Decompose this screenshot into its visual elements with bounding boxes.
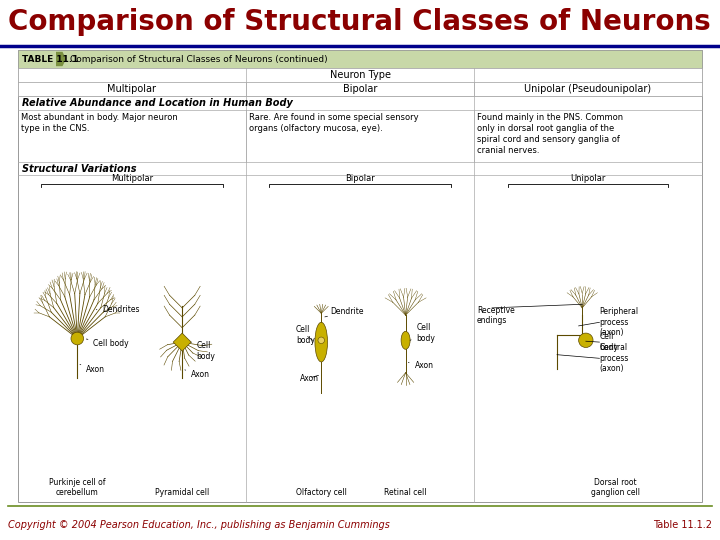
Text: Cell
body: Cell body	[192, 341, 215, 361]
Text: Retinal cell: Retinal cell	[384, 488, 427, 497]
Bar	[18, 50, 702, 68]
Text: Multipolar: Multipolar	[111, 174, 153, 183]
Text: Cell
body: Cell body	[410, 323, 436, 343]
Text: Peripheral
process
(axon): Peripheral process (axon)	[599, 307, 639, 337]
Text: Axon: Axon	[408, 361, 433, 370]
Bar	[18, 68, 702, 82]
Text: TABLE 11.1: TABLE 11.1	[22, 55, 78, 64]
Text: Comparison of Structural Classes of Neurons: Comparison of Structural Classes of Neur…	[8, 8, 711, 36]
Text: Relative Abundance and Location in Human Body: Relative Abundance and Location in Human…	[22, 98, 293, 108]
Text: Pyramidal cell: Pyramidal cell	[155, 488, 210, 497]
Text: Axon: Axon	[80, 364, 105, 374]
Bar	[18, 82, 702, 96]
Text: Copyright © 2004 Pearson Education, Inc., publishing as Benjamin Cummings: Copyright © 2004 Pearson Education, Inc.…	[8, 520, 390, 530]
Ellipse shape	[315, 322, 328, 362]
Text: Unipolar: Unipolar	[570, 174, 606, 183]
Text: Bipolar: Bipolar	[343, 84, 377, 94]
Text: Dendrite: Dendrite	[325, 307, 364, 317]
Polygon shape	[173, 333, 192, 351]
Text: Dendrites: Dendrites	[96, 305, 140, 314]
Text: Bipolar: Bipolar	[345, 174, 375, 183]
Text: Multipolar: Multipolar	[107, 84, 156, 94]
Text: Cell
body: Cell body	[296, 325, 315, 345]
Text: Cell
body: Cell body	[599, 333, 618, 352]
Polygon shape	[56, 52, 66, 66]
Text: Rare. Are found in some special sensory
organs (olfactory mucosa, eye).: Rare. Are found in some special sensory …	[249, 113, 418, 133]
Text: Unipolar (Pseudounipolar): Unipolar (Pseudounipolar)	[524, 84, 652, 94]
Text: Olfactory cell: Olfactory cell	[296, 488, 346, 497]
Circle shape	[71, 332, 84, 345]
Text: Most abundant in body. Major neuron
type in the CNS.: Most abundant in body. Major neuron type…	[21, 113, 178, 133]
Text: Found mainly in the PNS. Common
only in dorsal root ganglia of the
spiral cord a: Found mainly in the PNS. Common only in …	[477, 113, 623, 156]
Text: Axon: Axon	[300, 374, 319, 383]
Text: Dorsal root
ganglion cell: Dorsal root ganglion cell	[591, 477, 640, 497]
Text: Axon: Axon	[185, 370, 210, 379]
Text: Comparison of Structural Classes of Neurons (continued): Comparison of Structural Classes of Neur…	[70, 55, 328, 64]
Circle shape	[318, 337, 325, 343]
Text: Neuron Type: Neuron Type	[330, 70, 390, 80]
Text: Purkinje cell of
cerebellum: Purkinje cell of cerebellum	[49, 477, 106, 497]
Text: Cell body: Cell body	[86, 339, 129, 348]
Text: Table 11.1.2: Table 11.1.2	[653, 520, 712, 530]
Text: Receptive
endings: Receptive endings	[477, 306, 515, 325]
Ellipse shape	[401, 332, 410, 349]
Bar	[18, 50, 702, 502]
Text: Structural Variations: Structural Variations	[22, 164, 137, 173]
Circle shape	[579, 333, 593, 348]
Text: Central
process
(axon): Central process (axon)	[599, 343, 629, 373]
